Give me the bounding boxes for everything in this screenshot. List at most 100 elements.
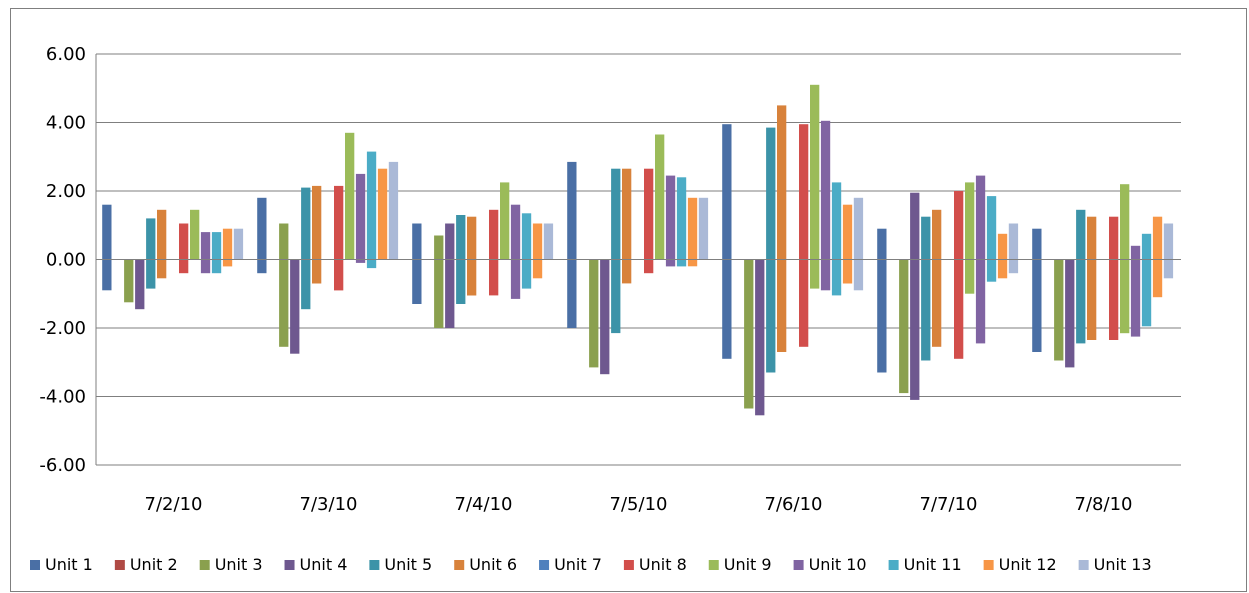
legend-swatch: [888, 560, 899, 570]
bar-unit-3-7-8-10: [1054, 259, 1064, 361]
legend-label: Unit 4: [300, 555, 348, 574]
bar-unit-12-7-8-10: [1152, 216, 1163, 298]
bar-unit-4-7-4-10: [445, 223, 455, 328]
gridlines: [96, 53, 1181, 397]
legend-swatch: [983, 560, 994, 570]
bar-unit-4-7-5-10: [600, 259, 610, 375]
x-category-label: 7/8/10: [1075, 494, 1133, 515]
bar-unit-5-7-2-10: [146, 218, 156, 289]
legend-label: Unit 7: [554, 555, 602, 574]
legend-swatch: [284, 560, 295, 570]
bar-unit-3-7-6-10: [744, 259, 754, 409]
bar-unit-12-7-4-10: [532, 223, 543, 279]
legend-label: Unit 11: [904, 555, 962, 574]
bar-unit-9-7-8-10: [1120, 184, 1130, 334]
legend-swatch: [793, 560, 804, 570]
legend-item: Unit 8: [623, 555, 687, 574]
bar-unit-8-7-4-10: [489, 209, 499, 296]
bar-unit-8-7-3-10: [334, 185, 344, 291]
legend-item: Unit 6: [454, 555, 517, 574]
y-tick-label: 2.00: [46, 181, 86, 202]
x-category-label: 7/5/10: [610, 494, 668, 515]
bar-unit-8-7-2-10: [179, 223, 189, 274]
bar-unit-9-7-6-10: [810, 84, 820, 289]
bar-unit-5-7-8-10: [1076, 209, 1086, 344]
bar-unit-6-7-2-10: [157, 209, 167, 279]
bars: [102, 84, 1174, 416]
bar-unit-6-7-7-10: [932, 209, 942, 347]
bar-unit-9-7-4-10: [500, 182, 510, 260]
bar-unit-1-7-7-10: [877, 228, 887, 373]
bar-unit-1-7-8-10: [1032, 228, 1042, 352]
x-category-label: 7/4/10: [455, 494, 513, 515]
bar-unit-13-7-3-10: [388, 161, 399, 260]
bar-unit-9-7-3-10: [345, 132, 355, 260]
bar-unit-3-7-2-10: [124, 259, 134, 303]
bar-unit-11-7-4-10: [521, 213, 532, 289]
legend-item: Unit 2: [114, 555, 178, 574]
bar-unit-6-7-4-10: [467, 216, 477, 296]
bar-unit-11-7-8-10: [1141, 233, 1152, 327]
bar-unit-9-7-7-10: [965, 182, 975, 294]
bar-unit-13-7-5-10: [698, 197, 709, 260]
legend-swatch: [708, 560, 719, 570]
bar-unit-4-7-7-10: [910, 192, 920, 400]
bar-unit-3-7-7-10: [899, 259, 909, 394]
bar-unit-6-7-8-10: [1087, 216, 1097, 340]
x-category-label: 7/3/10: [300, 494, 358, 515]
legend: Unit 1 Unit 2 Unit 3 Unit 4 Unit 5 Unit 6 Unit…: [30, 555, 1152, 574]
x-category-labels: 7/2/10 7/3/10 7/4/10 7/5/10 7/6/10 7/7/10 7/8/…: [145, 494, 1133, 515]
legend-item: Unit 1: [30, 555, 93, 574]
bar-unit-4-7-6-10: [755, 259, 765, 416]
bar-unit-11-7-3-10: [366, 151, 377, 269]
bar-unit-12-7-5-10: [687, 197, 698, 267]
legend-item: Unit 11: [888, 555, 962, 574]
bar-unit-13-7-4-10: [543, 223, 554, 260]
y-tick-labels: 6.00 4.00 2.00 0.00 -2.00 -4.00 -6.00: [39, 44, 86, 476]
bar-unit-10-7-8-10: [1130, 245, 1141, 337]
bar-unit-13-7-7-10: [1008, 223, 1019, 274]
bar-unit-4-7-8-10: [1065, 259, 1075, 368]
x-category-label: 7/2/10: [145, 494, 203, 515]
legend-label: Unit 1: [45, 555, 93, 574]
legend-label: Unit 3: [215, 555, 263, 574]
legend-label: Unit 5: [384, 555, 432, 574]
legend-label: Unit 13: [1094, 555, 1152, 574]
bar-unit-8-7-8-10: [1109, 216, 1119, 340]
bar-unit-5-7-7-10: [921, 216, 931, 361]
bar-unit-12-7-2-10: [222, 228, 233, 267]
bar-unit-8-7-5-10: [644, 168, 654, 274]
legend-item: Unit 3: [199, 555, 263, 574]
bar-unit-11-7-2-10: [211, 232, 222, 274]
legend-label: Unit 12: [999, 555, 1057, 574]
bar-unit-12-7-3-10: [377, 168, 388, 260]
bar-unit-10-7-3-10: [355, 173, 366, 263]
bar-unit-11-7-5-10: [676, 177, 687, 267]
axes: [95, 54, 1181, 466]
legend-swatch: [114, 560, 125, 570]
bar-unit-13-7-6-10: [853, 197, 864, 291]
bar-unit-4-7-3-10: [290, 259, 300, 354]
bar-unit-13-7-2-10: [233, 228, 244, 260]
legend-swatch: [539, 560, 550, 570]
legend-label: Unit 9: [724, 555, 772, 574]
bar-unit-11-7-6-10: [831, 182, 842, 296]
legend-item: Unit 5: [369, 555, 432, 574]
legend-item: Unit 9: [708, 555, 772, 574]
bar-unit-5-7-6-10: [766, 127, 776, 373]
bar-unit-10-7-6-10: [820, 120, 831, 291]
bar-unit-1-7-2-10: [102, 204, 112, 291]
legend-item: Unit 4: [284, 555, 348, 574]
bar-unit-6-7-5-10: [622, 168, 632, 284]
legend-label: Unit 6: [469, 555, 517, 574]
legend-item: Unit 10: [793, 555, 867, 574]
y-tick-label: 4.00: [46, 113, 86, 134]
bar-unit-1-7-4-10: [412, 223, 422, 304]
legend-swatch: [1078, 560, 1089, 570]
legend-item: Unit 12: [983, 555, 1057, 574]
y-tick-label: -4.00: [39, 387, 86, 408]
y-tick-label: -6.00: [39, 455, 86, 476]
bar-unit-13-7-8-10: [1163, 223, 1174, 279]
bar-unit-6-7-3-10: [312, 185, 322, 284]
